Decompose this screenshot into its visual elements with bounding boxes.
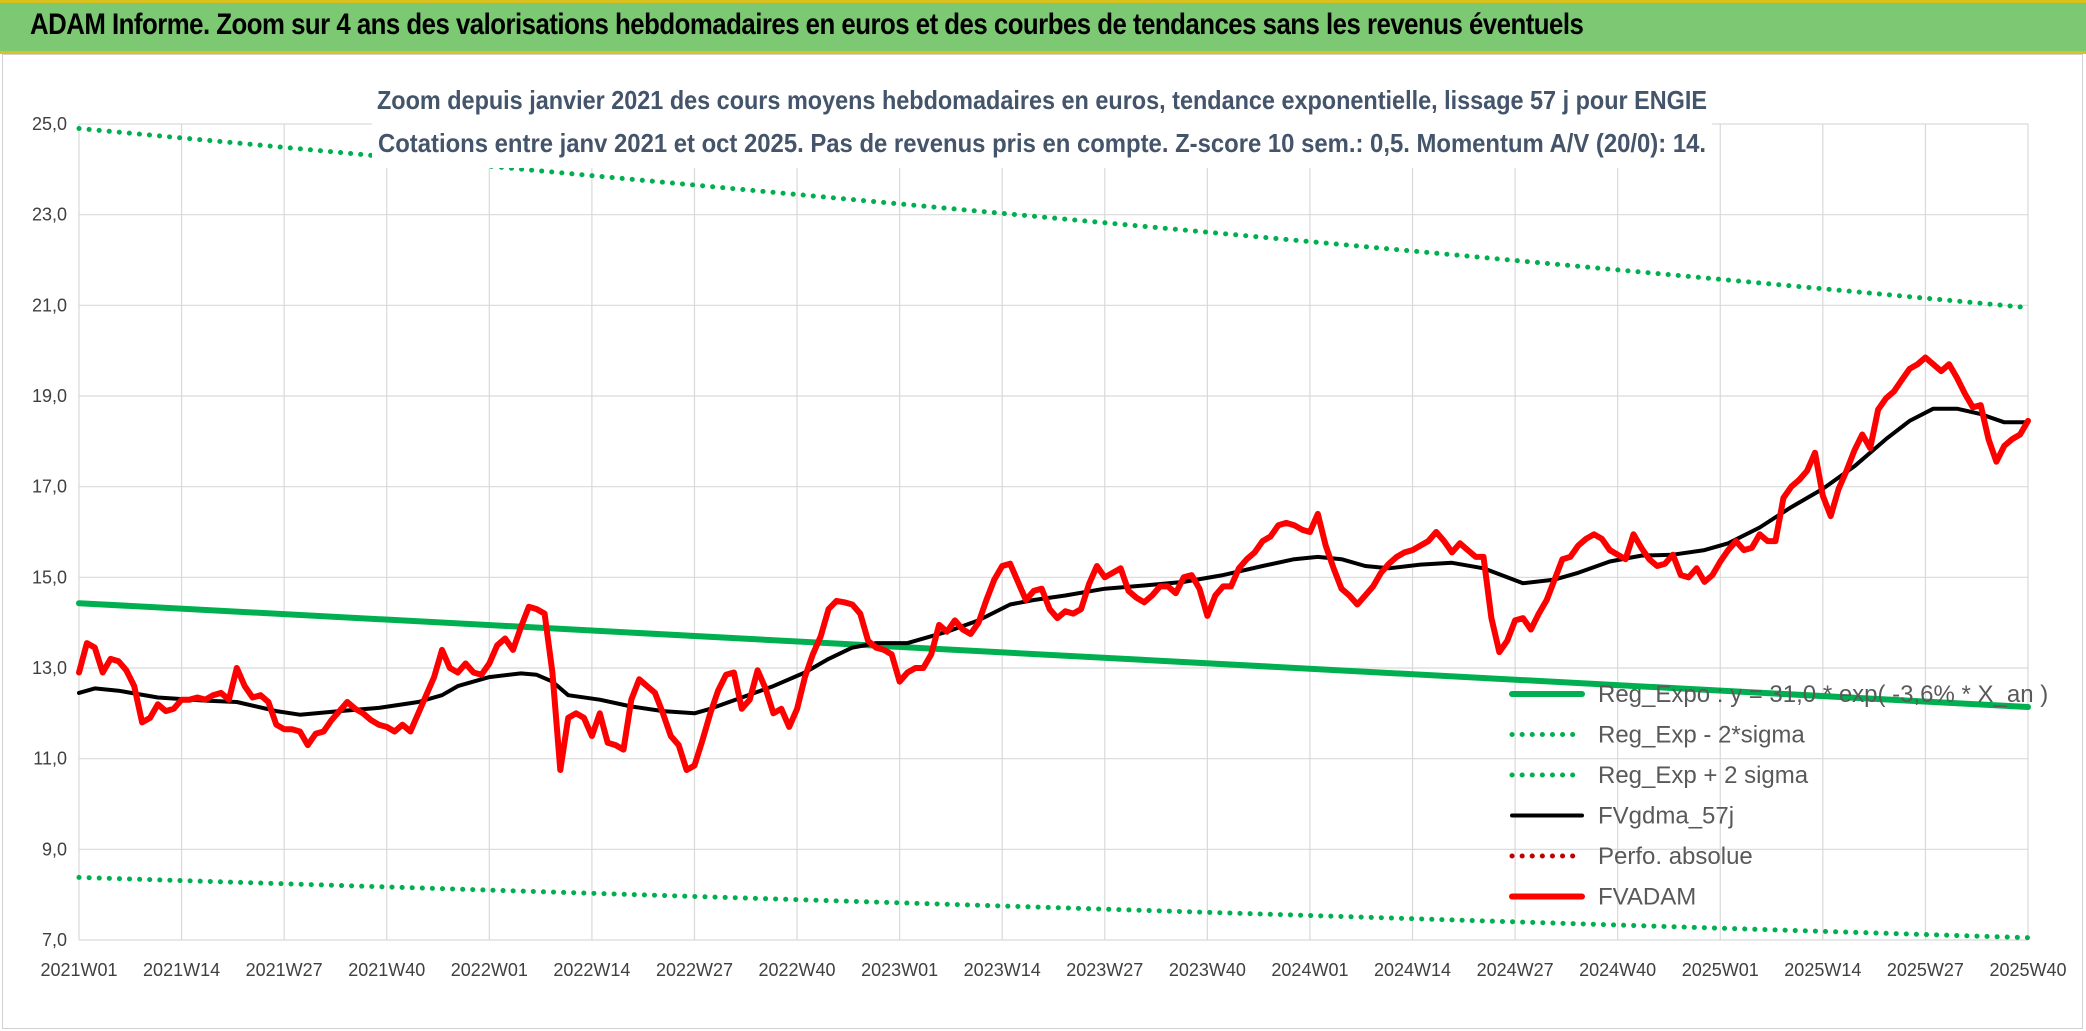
y-tick-label: 21,0 (32, 295, 67, 315)
x-tick-label: 2025W14 (1784, 960, 1861, 980)
legend-label: FVADAM (1598, 884, 1696, 911)
y-tick-label: 17,0 (32, 477, 67, 497)
x-tick-label: 2025W40 (1989, 960, 2066, 980)
report-banner: ADAM Informe. Zoom sur 4 ans des valoris… (0, 0, 2086, 54)
chart-series-layer (76, 126, 2031, 941)
series-line-reg-expo-y-31-0-exp-3-6-x-an (76, 600, 2031, 710)
x-tick-label: 2022W27 (656, 960, 733, 980)
series-line-fvgdma-57j (77, 406, 2030, 717)
y-tick-label: 11,0 (33, 749, 67, 769)
x-tick-label: 2024W40 (1579, 960, 1656, 980)
x-tick-label: 2022W01 (451, 960, 528, 980)
chart-tick-labels: 7,0 9,0 11,0 13,0 15,0 17,0 19,0 21,0 23,0 25,0 20… (32, 114, 2067, 980)
x-tick-label: 2021W14 (143, 960, 220, 980)
x-tick-label: 2023W14 (964, 960, 1041, 980)
x-tick-label: 2022W40 (759, 960, 836, 980)
chart-title: Zoom depuis janvier 2021 des cours moyen… (377, 85, 1707, 115)
x-tick-label: 2021W01 (40, 960, 117, 980)
x-tick-label: 2025W27 (1887, 960, 1964, 980)
series-line-fvadam (76, 354, 2031, 773)
y-tick-label: 9,0 (42, 839, 67, 859)
chart-subtitle: Cotations entre janv 2021 et oct 2025. P… (378, 128, 1706, 158)
x-tick-label: 2021W40 (348, 960, 425, 980)
legend-label: FVgdma_57j (1598, 803, 1734, 830)
y-tick-label: 15,0 (32, 567, 67, 587)
legend-label: Reg_Exp + 2 sigma (1598, 762, 1809, 789)
legend-label: Perfo. absolue (1598, 843, 1753, 870)
y-tick-label: 19,0 (32, 386, 67, 406)
x-tick-label: 2023W40 (1169, 960, 1246, 980)
x-tick-label: 2024W14 (1374, 960, 1451, 980)
chart-gridlines (78, 123, 2029, 941)
x-tick-label: 2023W01 (861, 960, 938, 980)
y-tick-label: 13,0 (32, 658, 67, 678)
x-tick-label: 2022W14 (553, 960, 630, 980)
legend-label: Reg_Expo : y = 31,0 * exp( -3,6% * X_an … (1598, 681, 2048, 708)
series-line-reg-exp-2-sigma (76, 126, 2031, 311)
chart-title-background (372, 78, 1712, 168)
y-tick-label: 25,0 (32, 114, 67, 134)
x-tick-label: 2023W27 (1066, 960, 1143, 980)
y-tick-label: 23,0 (32, 205, 67, 225)
chart-frame (2, 54, 2083, 1029)
x-tick-label: 2021W27 (246, 960, 323, 980)
series-line-reg-exp-2-sigma (76, 874, 2031, 941)
x-tick-label: 2024W01 (1271, 960, 1348, 980)
legend-label: Reg_Exp - 2*sigma (1598, 722, 1805, 749)
chart-legend: Reg_Expo : y = 31,0 * exp( -3,6% * X_an … (1509, 681, 2048, 911)
x-tick-label: 2024W27 (1477, 960, 1554, 980)
x-tick-label: 2025W01 (1682, 960, 1759, 980)
report-banner-title: ADAM Informe. Zoom sur 4 ans des valoris… (30, 8, 1584, 41)
y-tick-label: 7,0 (42, 930, 67, 950)
